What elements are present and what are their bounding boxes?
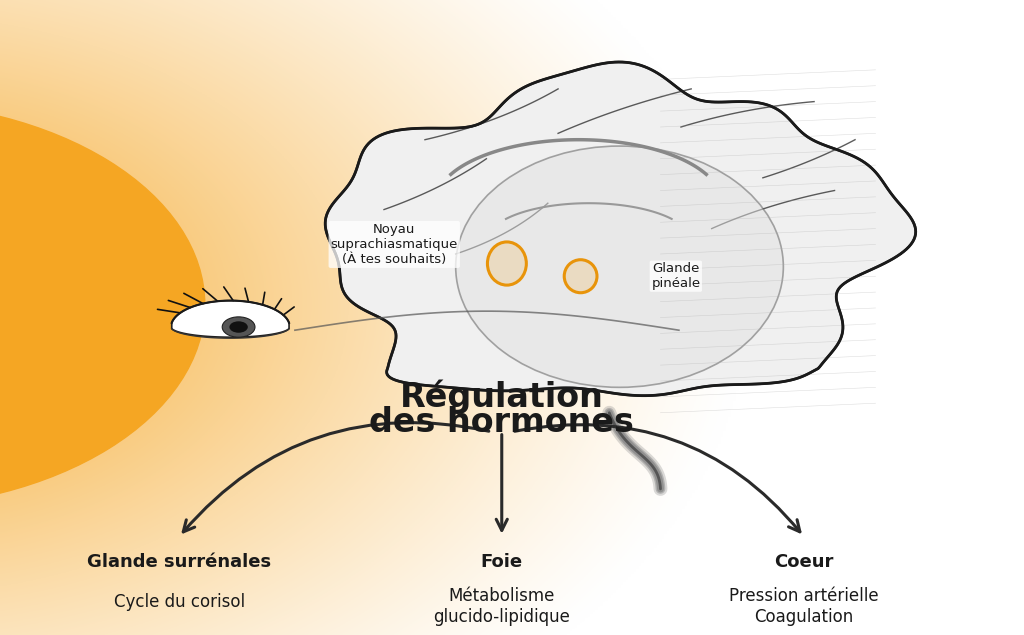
Polygon shape xyxy=(326,62,915,396)
Text: Noyau
suprachiasmatique
(À tes souhaits): Noyau suprachiasmatique (À tes souhaits) xyxy=(331,223,458,266)
Circle shape xyxy=(229,321,248,333)
Ellipse shape xyxy=(564,260,597,293)
Text: Foie: Foie xyxy=(480,553,523,571)
Text: Glande
pinéale: Glande pinéale xyxy=(651,262,700,290)
Text: Régulation: Régulation xyxy=(399,380,604,414)
Text: Glande surrénales: Glande surrénales xyxy=(87,553,271,571)
Ellipse shape xyxy=(487,242,526,285)
Circle shape xyxy=(0,102,205,508)
Ellipse shape xyxy=(456,146,783,387)
Circle shape xyxy=(222,317,255,337)
Text: des hormones: des hormones xyxy=(370,406,634,439)
Text: Cycle du corisol: Cycle du corisol xyxy=(114,593,245,611)
Text: Pression artérielle
Coagulation: Pression artérielle Coagulation xyxy=(729,587,879,626)
Polygon shape xyxy=(172,300,289,337)
Text: Métabolisme
glucido-lipidique: Métabolisme glucido-lipidique xyxy=(433,587,570,626)
Text: Coeur: Coeur xyxy=(774,553,834,571)
